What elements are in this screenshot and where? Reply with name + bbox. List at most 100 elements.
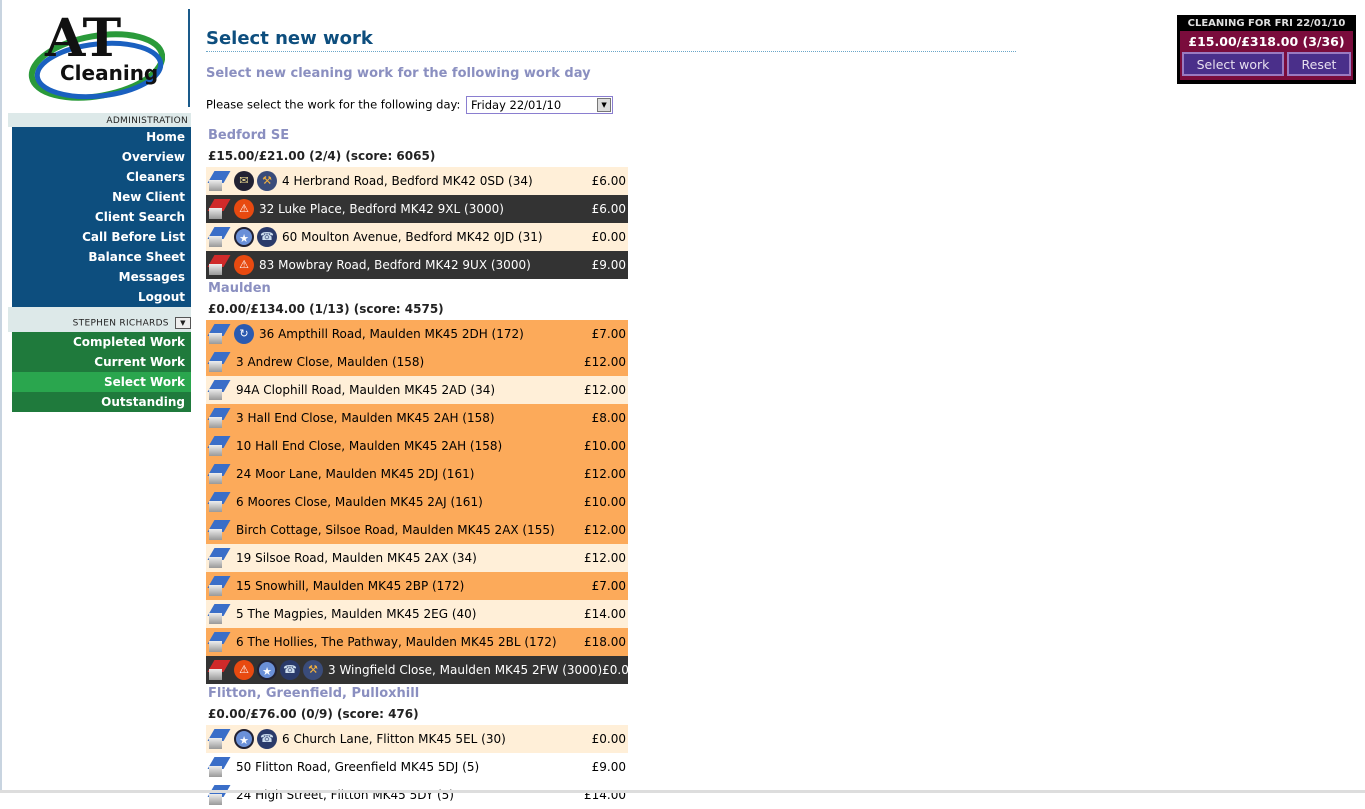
admin-section-label: ADMINISTRATION	[8, 113, 191, 127]
nav-select-work[interactable]: Select Work	[12, 372, 191, 392]
day-select[interactable]: Friday 22/01/10 ▼	[466, 96, 614, 114]
work-price: £9.00	[591, 258, 626, 272]
group-title: Maulden	[208, 281, 271, 296]
work-address: 3 Wingfield Close, Maulden MK45 2FW (300…	[328, 663, 603, 677]
user-section-label: STEPHEN RICHARDS ▼	[8, 307, 191, 332]
warning-icon: ⚠	[234, 255, 254, 275]
house-blue-icon	[207, 546, 232, 570]
tools-icon: ⚒	[257, 171, 277, 191]
house-red-icon	[207, 253, 232, 277]
user-nav: Completed Work Current Work Select Work …	[12, 332, 191, 412]
nav-client-search[interactable]: Client Search	[94, 210, 185, 224]
work-address: 32 Luke Place, Bedford MK42 9XL (3000)	[259, 202, 504, 216]
reset-button[interactable]: Reset	[1287, 52, 1351, 76]
work-row[interactable]: Birch Cottage, Silsoe Road, Maulden MK45…	[206, 516, 628, 544]
day-summary-panel: CLEANING FOR FRI 22/01/10 £15.00/£318.00…	[1177, 15, 1356, 84]
summary-heading: CLEANING FOR FRI 22/01/10	[1187, 18, 1346, 29]
work-address: 83 Mowbray Road, Bedford MK42 9UX (3000)	[259, 258, 531, 272]
work-row[interactable]: 6 Moores Close, Maulden MK45 2AJ (161) £1…	[206, 488, 628, 516]
user-menu-dropdown-icon[interactable]: ▼	[175, 317, 191, 329]
work-row[interactable]: 24 Moor Lane, Maulden MK45 2DJ (161) £12.…	[206, 460, 628, 488]
work-row[interactable]: ✉ ⚒ 4 Herbrand Road, Bedford MK42 0SD (34)…	[206, 167, 628, 195]
work-price: £0.00	[591, 732, 626, 746]
house-blue-icon	[207, 755, 232, 779]
house-blue-icon	[207, 350, 232, 374]
user-name: STEPHEN RICHARDS	[72, 318, 169, 329]
house-blue-icon	[207, 490, 232, 514]
house-blue-icon	[207, 630, 232, 654]
chevron-down-icon[interactable]: ▼	[597, 98, 612, 112]
day-selector-row: Please select the work for the following…	[206, 96, 614, 114]
work-row[interactable]: 24 High Street, Flitton MK45 5DY (5) £14.…	[206, 781, 628, 809]
nav-new-client[interactable]: New Client	[112, 190, 185, 204]
logo-divider	[188, 9, 190, 107]
nav-current-work[interactable]: Current Work	[12, 352, 191, 372]
work-row[interactable]: ⚠ 32 Luke Place, Bedford MK42 9XL (3000) £…	[206, 195, 628, 223]
nav-messages[interactable]: Messages	[118, 270, 185, 284]
work-row[interactable]: ↻ 36 Ampthill Road, Maulden MK45 2DH (172…	[206, 320, 628, 348]
work-address: 94A Clophill Road, Maulden MK45 2AD (34)	[236, 383, 496, 397]
work-address: 15 Snowhill, Maulden MK45 2BP (172)	[236, 579, 465, 593]
work-row[interactable]: ⚠ 83 Mowbray Road, Bedford MK42 9UX (3000…	[206, 251, 628, 279]
house-red-icon	[207, 658, 232, 682]
work-address: 19 Silsoe Road, Maulden MK45 2AX (34)	[236, 551, 477, 565]
star-icon: ★	[257, 660, 277, 680]
group-summary: £15.00/£21.00 (2/4) (score: 6065)	[208, 149, 436, 163]
summary-total: £15.00/£318.00 (3/36)	[1188, 34, 1345, 49]
star-icon: ★	[234, 729, 254, 749]
work-price: £10.00	[584, 495, 626, 509]
day-prompt-label: Please select the work for the following…	[206, 97, 461, 112]
nav-call-before-list[interactable]: Call Before List	[82, 230, 185, 244]
page-title: Select new work	[206, 28, 1016, 52]
work-price: £6.00	[591, 174, 626, 188]
house-blue-icon	[207, 406, 232, 430]
tools-icon: ⚒	[303, 660, 323, 680]
work-address: 50 Flitton Road, Greenfield MK45 5DJ (5)	[236, 760, 480, 774]
select-work-button[interactable]: Select work	[1182, 52, 1284, 76]
nav-home[interactable]: Home	[146, 130, 185, 144]
nav-logout[interactable]: Logout	[137, 290, 185, 304]
work-row[interactable]: ★ ☎ 60 Moulton Avenue, Bedford MK42 0JD (3…	[206, 223, 628, 251]
warning-icon: ⚠	[234, 199, 254, 219]
house-blue-icon	[207, 727, 232, 751]
work-row[interactable]: 19 Silsoe Road, Maulden MK45 2AX (34) £12…	[206, 544, 628, 572]
work-row[interactable]: 5 The Magpies, Maulden MK45 2EG (40) £14.…	[206, 600, 628, 628]
work-price: £12.00	[584, 467, 626, 481]
nav-outstanding[interactable]: Outstanding	[12, 392, 191, 412]
work-address: 6 Moores Close, Maulden MK45 2AJ (161)	[236, 495, 483, 509]
group-title: Flitton, Greenfield, Pulloxhill	[208, 686, 420, 701]
nav-cleaners[interactable]: Cleaners	[126, 170, 185, 184]
house-blue-icon	[207, 378, 232, 402]
work-row[interactable]: ⚠ ★ ☎ ⚒ 3 Wingfield Close, Maulden MK45 2FW …	[206, 656, 636, 684]
work-row[interactable]: 6 The Hollies, The Pathway, Maulden MK45…	[206, 628, 628, 656]
nav-overview[interactable]: Overview	[121, 150, 185, 164]
work-row[interactable]: 10 Hall End Close, Maulden MK45 2AH (158…	[206, 432, 628, 460]
work-price: £6.00	[591, 202, 626, 216]
house-red-icon	[207, 197, 232, 221]
day-select-value: Friday 22/01/10	[471, 98, 562, 112]
work-price: £7.00	[591, 327, 626, 341]
house-blue-icon	[207, 574, 232, 598]
house-blue-icon	[207, 322, 232, 346]
work-price: £12.00	[584, 383, 626, 397]
work-row[interactable]: 94A Clophill Road, Maulden MK45 2AD (34)…	[206, 376, 628, 404]
work-row[interactable]: 3 Hall End Close, Maulden MK45 2AH (158)…	[206, 404, 628, 432]
work-price: £14.00	[584, 607, 626, 621]
refresh-icon: ↻	[234, 324, 254, 344]
house-blue-icon	[207, 783, 232, 807]
work-price: £0.00	[591, 230, 626, 244]
work-row[interactable]: 50 Flitton Road, Greenfield MK45 5DJ (5)…	[206, 753, 628, 781]
nav-balance-sheet[interactable]: Balance Sheet	[88, 250, 185, 264]
group-title: Bedford SE	[208, 128, 290, 143]
work-row[interactable]: ★ ☎ 6 Church Lane, Flitton MK45 5EL (30) £0…	[206, 725, 628, 753]
house-blue-icon	[207, 518, 232, 542]
work-row[interactable]: 15 Snowhill, Maulden MK45 2BP (172) £7.00	[206, 572, 628, 600]
work-row[interactable]: 3 Andrew Close, Maulden (158) £12.00	[206, 348, 628, 376]
phone-icon: ☎	[257, 227, 277, 247]
work-address: 3 Hall End Close, Maulden MK45 2AH (158)	[236, 411, 495, 425]
group-summary: £0.00/£76.00 (0/9) (score: 476)	[208, 707, 419, 721]
nav-completed-work[interactable]: Completed Work	[12, 332, 191, 352]
work-price: £12.00	[584, 551, 626, 565]
at-cleaning-logo: AT Cleaning	[28, 8, 165, 101]
admin-nav: Home Overview Cleaners New Client Client…	[12, 127, 191, 307]
